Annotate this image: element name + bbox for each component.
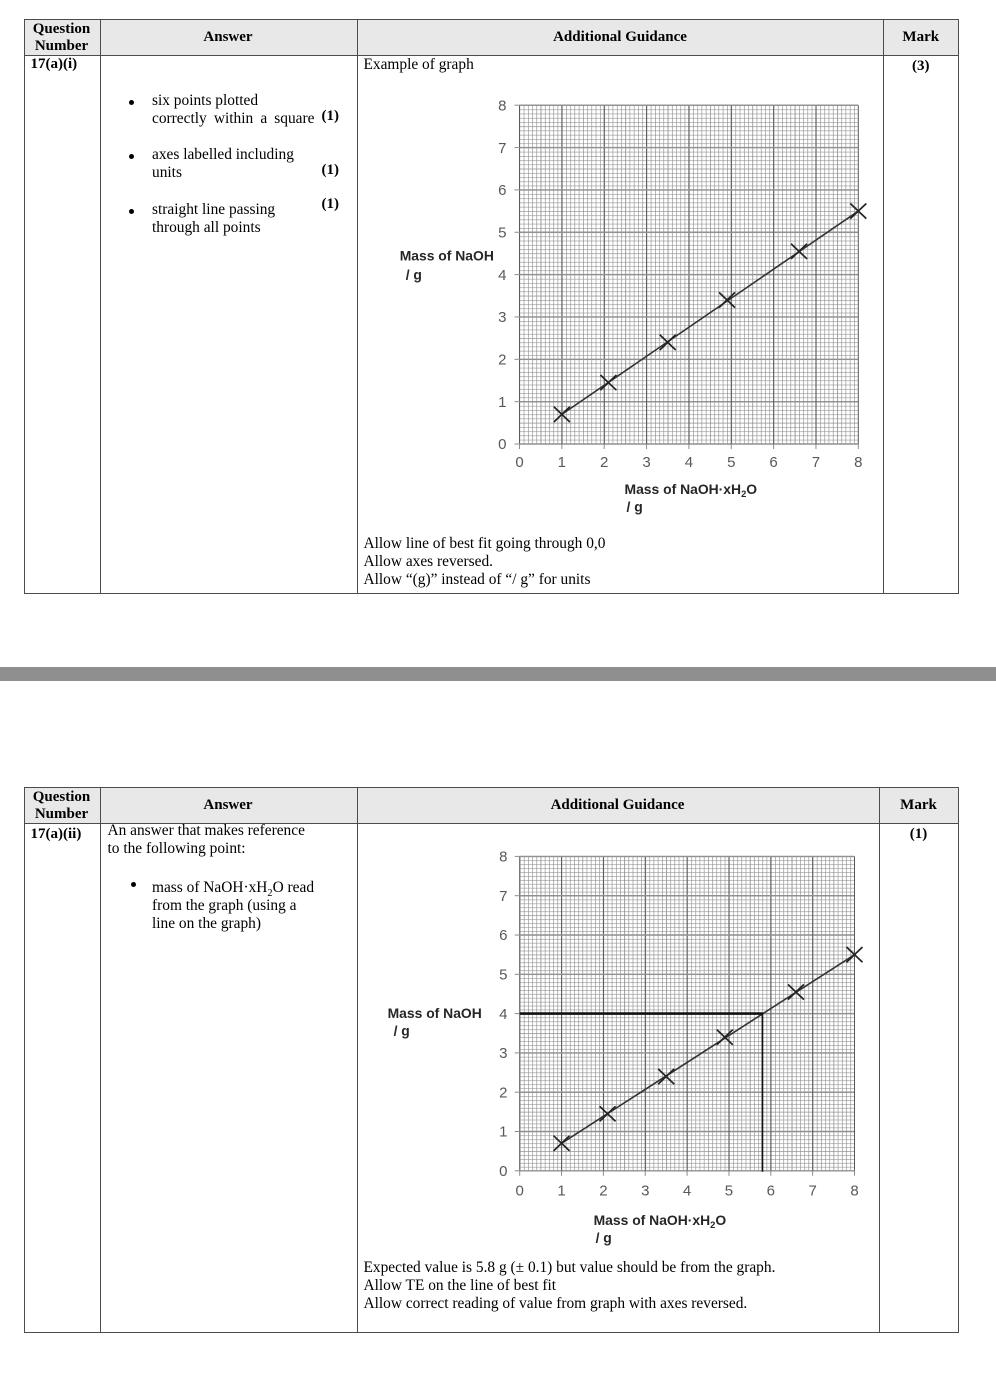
svg-text:7: 7 bbox=[808, 1183, 816, 1200]
svg-text:6: 6 bbox=[767, 1183, 775, 1200]
svg-text:0: 0 bbox=[516, 1183, 524, 1200]
svg-text:5: 5 bbox=[727, 454, 735, 471]
svg-text:1: 1 bbox=[498, 394, 506, 411]
svg-text:3: 3 bbox=[642, 454, 650, 471]
svg-text:6: 6 bbox=[769, 454, 777, 471]
svg-text:0: 0 bbox=[499, 1163, 507, 1180]
svg-text:0: 0 bbox=[498, 436, 506, 453]
svg-text:5: 5 bbox=[498, 224, 506, 241]
svg-text:8: 8 bbox=[850, 1183, 858, 1200]
svg-text:1: 1 bbox=[557, 1183, 565, 1200]
svg-text:1: 1 bbox=[558, 454, 566, 471]
svg-text:5: 5 bbox=[725, 1183, 733, 1200]
svg-text:7: 7 bbox=[498, 140, 506, 157]
svg-text:7: 7 bbox=[499, 888, 507, 905]
svg-text:/ g: / g bbox=[627, 499, 643, 515]
svg-text:2: 2 bbox=[498, 352, 506, 369]
svg-text:2: 2 bbox=[499, 1084, 507, 1101]
svg-text:Mass of NaOH: Mass of NaOH bbox=[400, 247, 494, 263]
svg-text:2: 2 bbox=[599, 1183, 607, 1200]
svg-text:4: 4 bbox=[499, 1006, 507, 1023]
svg-text:8: 8 bbox=[499, 849, 507, 866]
svg-text:5: 5 bbox=[499, 967, 507, 984]
svg-text:3: 3 bbox=[641, 1183, 649, 1200]
svg-text:4: 4 bbox=[498, 267, 506, 284]
svg-text:Mass of NaOH·xH2O: Mass of NaOH·xH2O bbox=[594, 1212, 727, 1230]
svg-text:3: 3 bbox=[498, 309, 506, 326]
svg-text:Mass of NaOH·xH2O: Mass of NaOH·xH2O bbox=[625, 481, 758, 499]
svg-text:2: 2 bbox=[600, 454, 608, 471]
svg-text:/ g: / g bbox=[406, 267, 422, 283]
svg-text:6: 6 bbox=[499, 927, 507, 944]
svg-text:7: 7 bbox=[812, 454, 820, 471]
svg-text:/ g: / g bbox=[596, 1230, 612, 1246]
svg-text:Mass of NaOH: Mass of NaOH bbox=[388, 1005, 482, 1021]
svg-text:4: 4 bbox=[683, 1183, 691, 1200]
svg-text:6: 6 bbox=[498, 182, 506, 199]
svg-text:0: 0 bbox=[515, 454, 523, 471]
svg-text:/ g: / g bbox=[394, 1022, 410, 1038]
svg-text:8: 8 bbox=[498, 97, 506, 114]
svg-text:8: 8 bbox=[854, 454, 862, 471]
svg-text:3: 3 bbox=[499, 1045, 507, 1062]
svg-text:4: 4 bbox=[685, 454, 693, 471]
svg-text:1: 1 bbox=[499, 1124, 507, 1141]
